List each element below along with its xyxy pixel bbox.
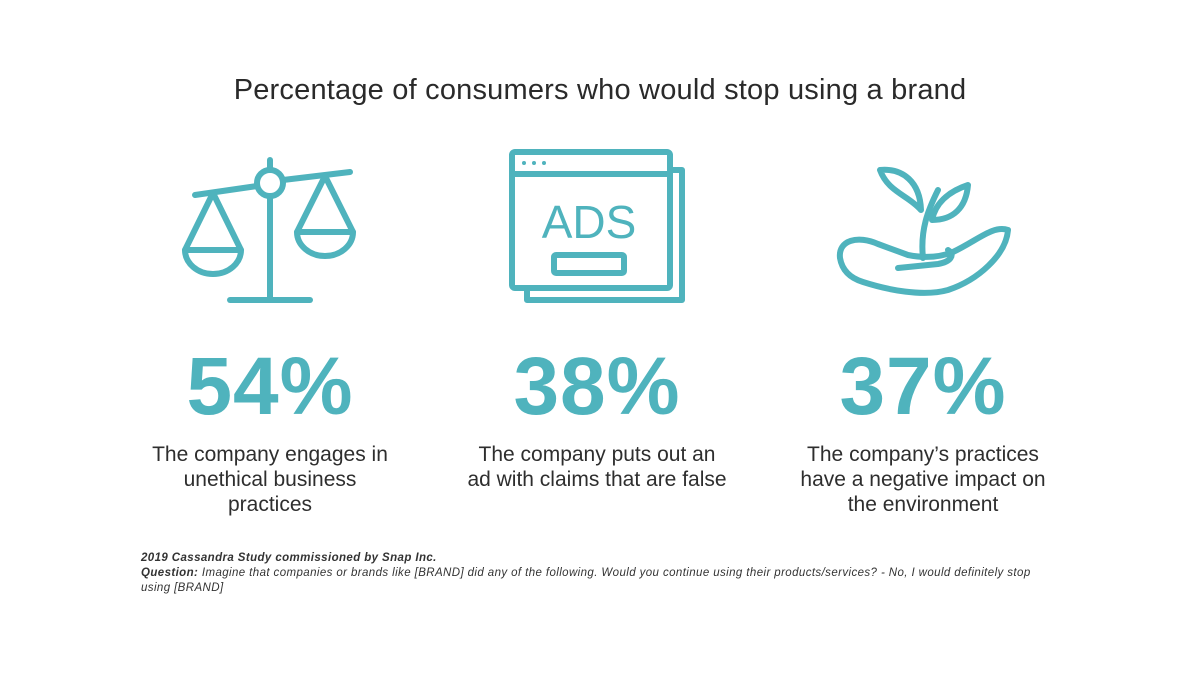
ads-label: ADS — [542, 196, 637, 248]
scales-icon — [182, 157, 356, 303]
footnote: 2019 Cassandra Study commissioned by Sna… — [141, 551, 1041, 596]
footnote-source: 2019 Cassandra Study commissioned by Sna… — [141, 552, 437, 564]
stat-column-false-ads: ADS 38% The company puts out an ad with … — [432, 140, 762, 492]
stat-value: 54% — [186, 341, 354, 432]
stat-description: The company’s practices have a negative … — [800, 443, 1046, 516]
infographic-title: Percentage of consumers who would stop u… — [233, 74, 967, 106]
stat-value: 38% — [513, 341, 681, 432]
footnote-question-text: Imagine that companies or brands like [B… — [141, 567, 1031, 594]
footnote-question-label: Question: — [141, 567, 199, 579]
stat-value: 37% — [839, 341, 1007, 432]
stat-column-unethical: 54% The company engages in unethical bus… — [105, 140, 435, 517]
stat-description: The company puts out an ad with claims t… — [467, 443, 727, 491]
plant-in-hand-icon — [836, 166, 1011, 296]
stat-description: The company engages in unethical busines… — [152, 443, 388, 516]
stat-column-environment: 37% The company’s practices have a negat… — [758, 140, 1088, 517]
ads-browser-icon: ADS — [509, 149, 685, 303]
